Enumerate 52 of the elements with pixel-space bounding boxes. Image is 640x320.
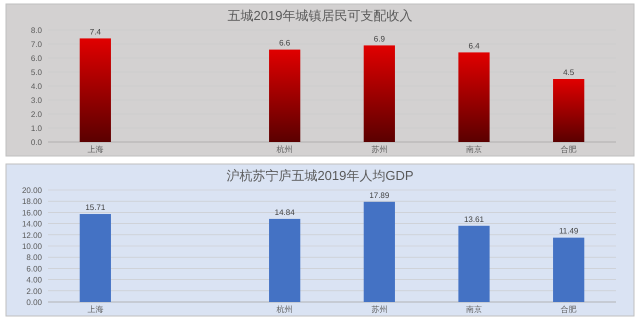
data-label: 14.84 (274, 208, 296, 217)
y-tick-label: 12.00 (22, 230, 43, 240)
bar (269, 218, 300, 302)
y-tick-label: 1.0 (30, 124, 43, 133)
data-label: 11.49 (558, 226, 579, 236)
bar (458, 226, 490, 302)
bar (553, 238, 584, 302)
y-tick-label: 6.0 (30, 54, 43, 63)
y-tick-label: 4.0 (30, 82, 43, 91)
y-tick-label: 0.0 (30, 138, 43, 147)
bar (269, 50, 300, 142)
y-tick-label: 8.00 (26, 253, 43, 262)
bar (364, 202, 395, 302)
y-tick-label: 10.00 (22, 242, 43, 251)
data-label: 7.4 (90, 27, 102, 36)
x-tick-label: 南京 (466, 305, 482, 314)
bar (364, 45, 395, 142)
y-tick-label: 2.00 (26, 286, 43, 296)
y-tick-label: 3.0 (30, 96, 43, 105)
y-tick-label: 20.00 (22, 186, 43, 195)
y-tick-label: 2.0 (30, 110, 43, 119)
x-tick-label: 上海 (87, 145, 104, 154)
chart-title: 五城2019年城镇居民可支配收入 (228, 8, 412, 23)
y-tick-label: 0.00 (26, 298, 43, 307)
y-tick-label: 7.0 (30, 40, 43, 49)
y-tick-label: 14.00 (22, 220, 43, 229)
bar (458, 52, 490, 142)
y-tick-label: 16.00 (22, 208, 43, 218)
y-tick-label: 8.0 (30, 26, 43, 35)
x-tick-label: 合肥 (560, 305, 577, 314)
data-label: 6.9 (374, 34, 386, 44)
x-tick-label: 合肥 (560, 145, 577, 154)
x-tick-label: 南京 (466, 145, 482, 154)
bar (80, 214, 111, 302)
bar (80, 38, 111, 142)
data-label: 6.4 (468, 41, 480, 50)
data-label: 17.89 (369, 190, 390, 200)
y-tick-label: 6.00 (26, 264, 43, 274)
y-tick-label: 4.00 (26, 276, 43, 285)
data-label: 13.61 (464, 214, 485, 224)
y-tick-label: 5.0 (30, 68, 43, 77)
x-tick-label: 上海 (87, 305, 104, 314)
x-tick-label: 苏州 (371, 145, 388, 154)
y-tick-label: 18.00 (22, 197, 43, 206)
bar (553, 79, 584, 142)
x-tick-label: 杭州 (276, 305, 293, 314)
x-tick-label: 苏州 (371, 305, 388, 314)
data-label: 15.71 (85, 203, 106, 212)
chart-title: 沪杭苏宁庐五城2019年人均GDP (226, 168, 414, 183)
x-tick-label: 杭州 (276, 145, 293, 154)
data-label: 4.5 (563, 68, 575, 77)
data-label: 6.6 (279, 38, 291, 48)
